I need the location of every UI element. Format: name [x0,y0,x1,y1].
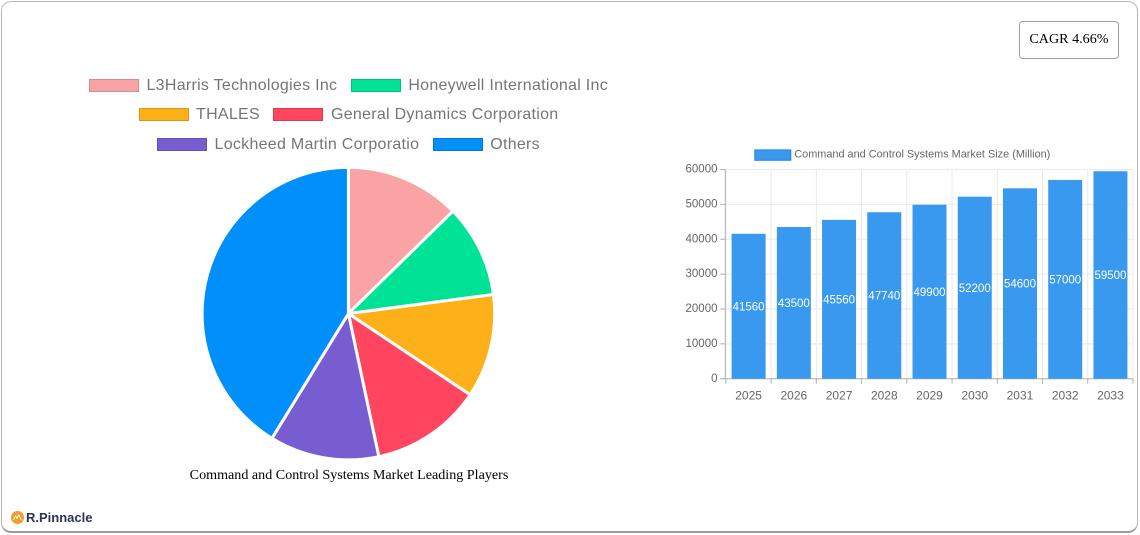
svg-text:2026: 2026 [780,388,807,402]
svg-text:59500: 59500 [1094,270,1126,282]
svg-text:30000: 30000 [686,268,718,280]
svg-text:49900: 49900 [914,287,946,299]
svg-text:52200: 52200 [959,283,991,295]
svg-text:2028: 2028 [871,388,898,402]
svg-text:54600: 54600 [1004,279,1036,291]
svg-text:2027: 2027 [826,388,853,402]
svg-text:Command and Control Systems Ma: Command and Control Systems Market Size … [794,149,1050,161]
svg-text:60000: 60000 [686,164,718,176]
svg-text:40000: 40000 [686,233,718,245]
svg-text:2032: 2032 [1052,388,1079,402]
svg-text:0: 0 [711,373,717,385]
svg-text:10000: 10000 [686,338,718,350]
svg-text:43500: 43500 [778,298,810,310]
svg-text:57000: 57000 [1049,274,1081,286]
svg-text:2030: 2030 [961,388,988,402]
svg-text:50000: 50000 [686,198,718,210]
svg-text:20000: 20000 [686,303,718,315]
svg-text:2029: 2029 [916,388,943,402]
svg-text:47740: 47740 [868,291,900,303]
svg-text:2025: 2025 [735,388,762,402]
svg-text:45560: 45560 [823,294,855,306]
svg-text:2033: 2033 [1097,388,1124,402]
svg-text:2031: 2031 [1007,388,1034,402]
svg-text:41560: 41560 [733,301,765,313]
